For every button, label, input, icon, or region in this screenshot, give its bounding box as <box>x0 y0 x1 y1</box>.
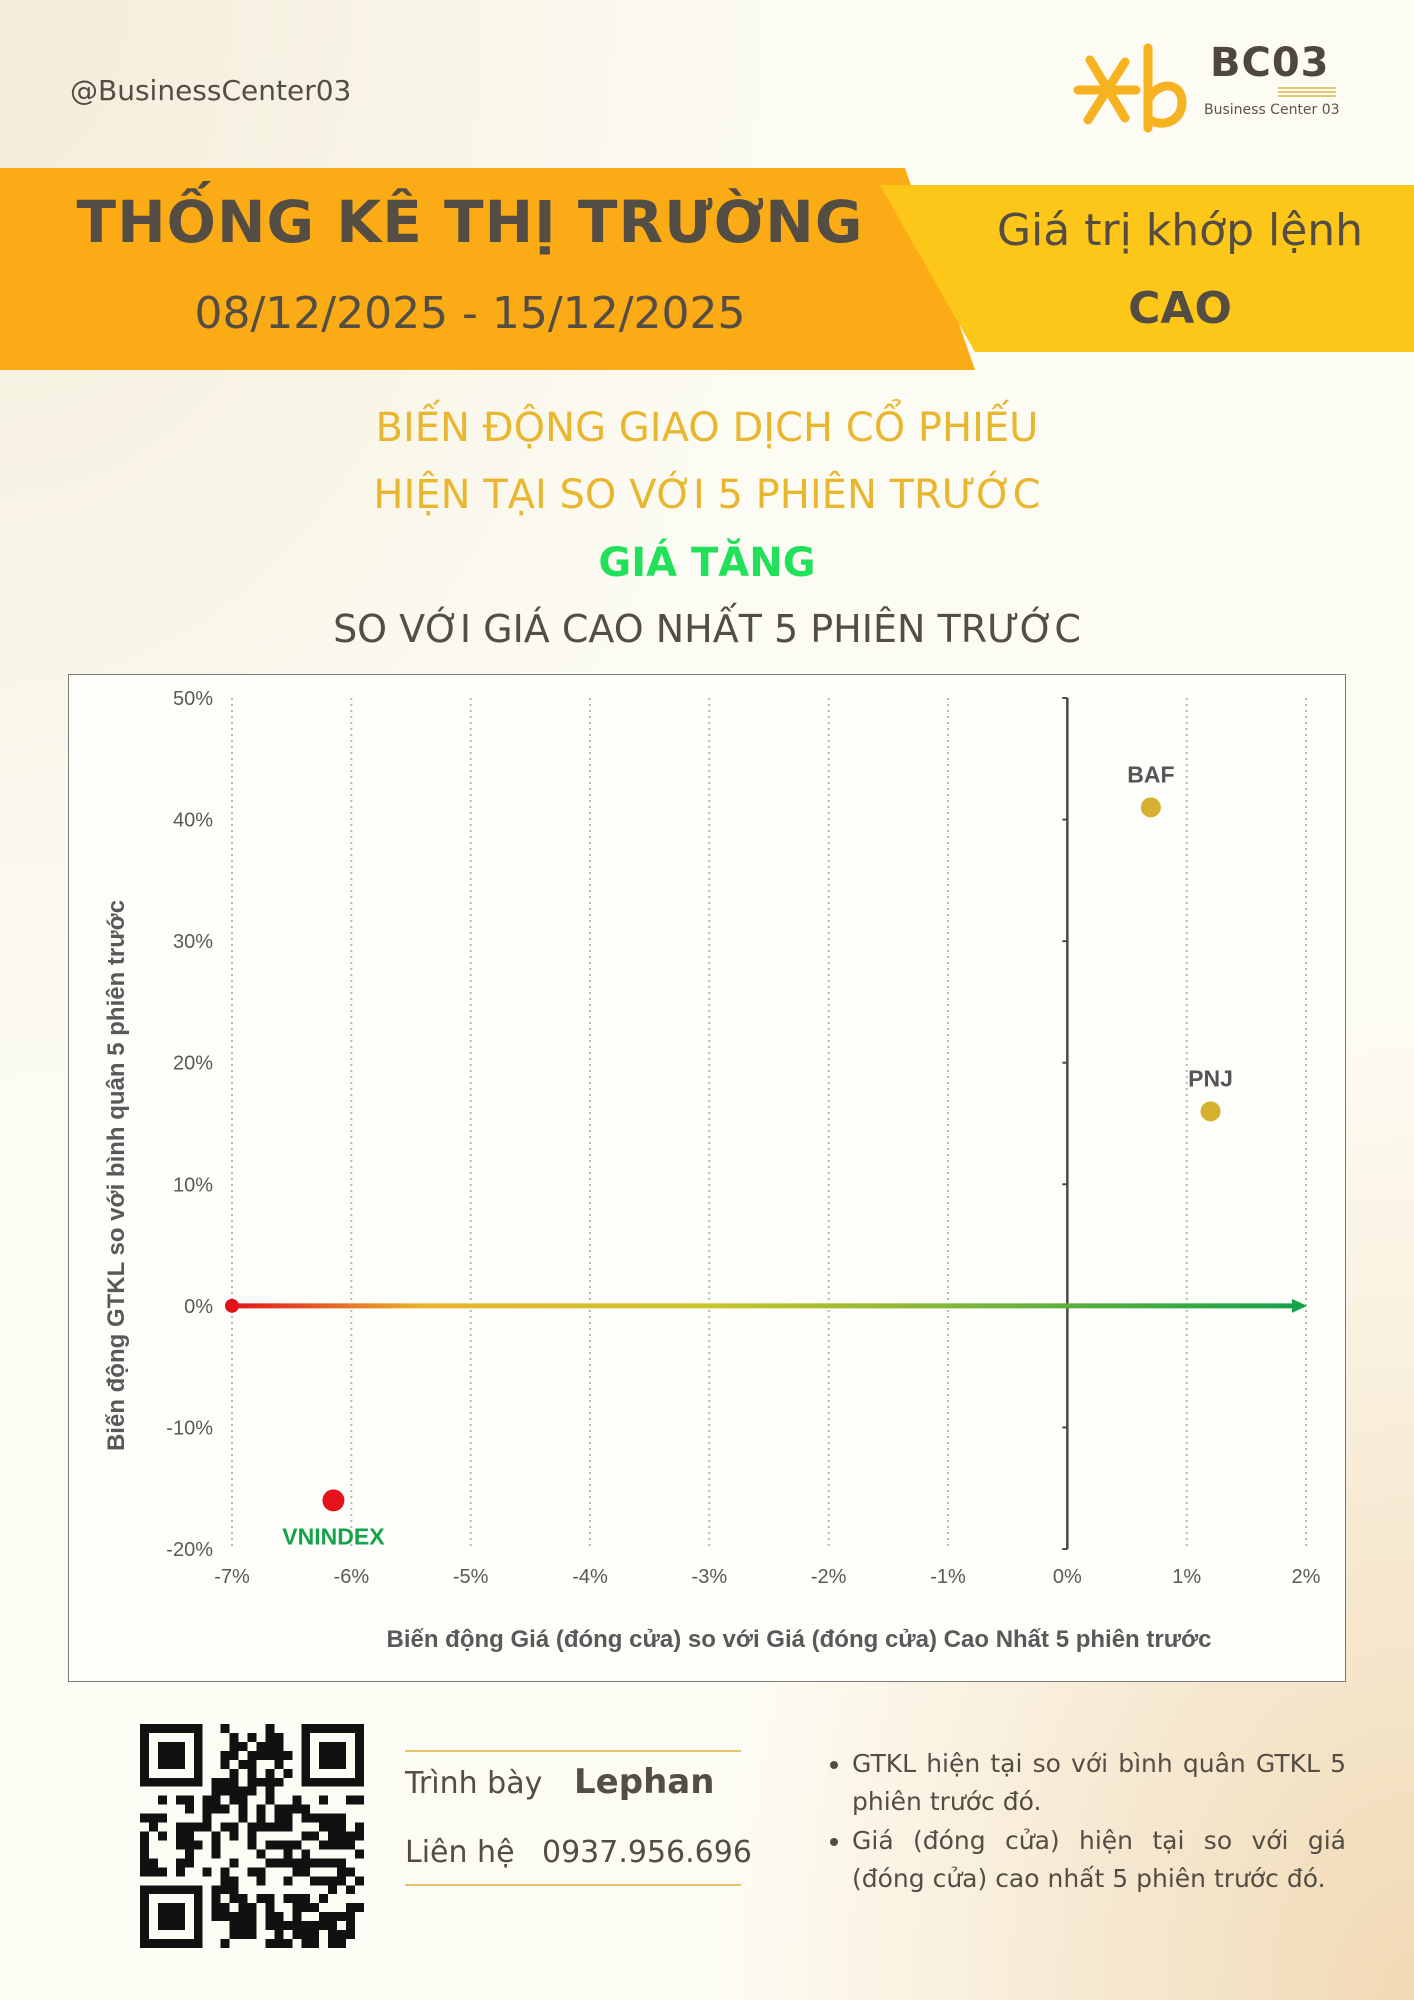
x-tick-label: -5% <box>453 1566 489 1588</box>
qr-code-icon <box>140 1724 364 1948</box>
x-tick-label: -2% <box>811 1566 847 1588</box>
contact-label: Liên hệ <box>405 1835 515 1870</box>
x-tick-label: -7% <box>214 1566 250 1588</box>
heading-line-1: BIẾN ĐỘNG GIAO DỊCH CỔ PHIẾU <box>375 405 1039 451</box>
banner-date-range: 08/12/2025 - 15/12/2025 <box>194 288 746 339</box>
divider-top <box>405 1750 741 1752</box>
y-tick-label: 0% <box>184 1296 213 1318</box>
channel-handle: @BusinessCenter03 <box>70 74 352 107</box>
data-point-vnindex <box>322 1489 345 1512</box>
y-tick-label: -10% <box>166 1417 213 1439</box>
data-point-pnj <box>1200 1101 1221 1122</box>
y-tick-label: 30% <box>173 931 213 953</box>
logo-title: BC03 <box>1210 40 1330 86</box>
zero-line-start-dot <box>225 1298 239 1313</box>
banner-left <box>0 168 975 370</box>
heading-line-2: HIỆN TẠI SO VỚI 5 PHIÊN TRƯỚC <box>373 472 1041 518</box>
y-tick-label: -20% <box>166 1539 213 1561</box>
x-tick-label: -3% <box>692 1566 728 1588</box>
zero-line <box>232 1303 1296 1309</box>
notes: GTKL hiện tại so với bình quân GTKL 5 ph… <box>830 1745 1346 1899</box>
presenter-name: Lephan <box>574 1762 715 1802</box>
zero-line-arrow <box>1292 1298 1307 1313</box>
x-tick-label: 2% <box>1292 1566 1321 1588</box>
banner-title: THỐNG KÊ THỊ TRƯỜNG <box>76 188 864 256</box>
presenter-label: Trình bày <box>405 1766 543 1801</box>
banner-right <box>880 185 1414 352</box>
y-tick-label: 50% <box>173 688 213 710</box>
x-axis-title: Biến động Giá (đóng cửa) so với Giá (đón… <box>387 1626 1212 1653</box>
data-label-vnindex: VNINDEX <box>282 1523 385 1549</box>
divider-bottom <box>405 1884 741 1886</box>
note-item: GTKL hiện tại so với bình quân GTKL 5 ph… <box>852 1745 1346 1821</box>
contact-phone[interactable]: 0937.956.696 <box>542 1835 752 1870</box>
heading-highlight: GIÁ TĂNG <box>598 540 816 586</box>
data-point-baf <box>1140 797 1161 818</box>
x-tick-label: 0% <box>1053 1566 1082 1588</box>
x-tick-label: 1% <box>1172 1566 1201 1588</box>
heading-line-4: SO VỚI GIÁ CAO NHẤT 5 PHIÊN TRƯỚC <box>333 607 1081 651</box>
logo-subtitle: Business Center 03 <box>1204 102 1340 118</box>
chart-frame <box>68 674 1346 1682</box>
data-label-baf: BAF <box>1127 761 1174 787</box>
banner-metric-level: CAO <box>1128 283 1232 334</box>
data-label-pnj: PNJ <box>1188 1065 1233 1091</box>
x-tick-label: -4% <box>572 1566 608 1588</box>
note-item: Giá (đóng cửa) hiện tại so với giá (đóng… <box>852 1822 1346 1898</box>
kb-logo-mark-icon <box>1073 43 1187 133</box>
banner-metric-label: Giá trị khớp lệnh <box>996 205 1364 256</box>
y-tick-label: 10% <box>173 1174 213 1196</box>
x-tick-label: -1% <box>930 1566 966 1588</box>
y-tick-label: 20% <box>173 1053 213 1075</box>
x-tick-label: -6% <box>334 1566 370 1588</box>
kb-logo: BC03 Business Center 03 <box>1070 40 1350 140</box>
y-tick-label: 40% <box>173 810 213 832</box>
y-axis-title: Biến động GTKL so với bình quân 5 phiên … <box>103 900 130 1451</box>
logo-stripes <box>1278 87 1336 97</box>
